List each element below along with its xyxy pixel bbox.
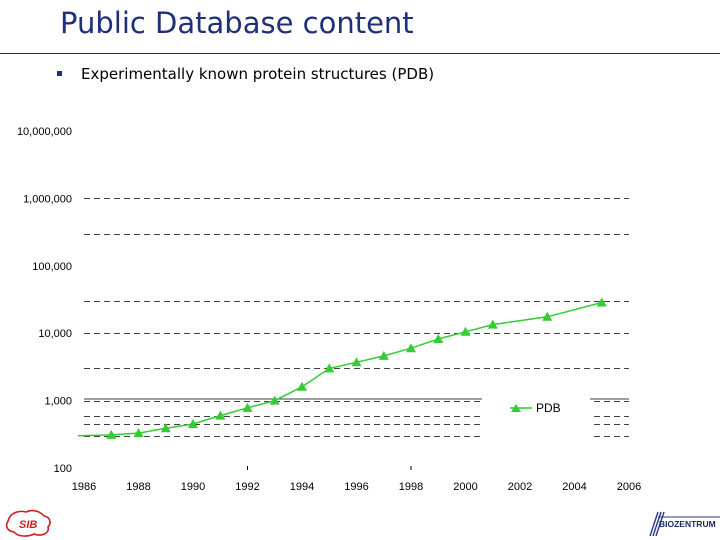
x-tick-label: 2002 bbox=[508, 481, 532, 493]
y-tick-label: 10,000 bbox=[38, 328, 72, 340]
data-point-marker bbox=[297, 381, 307, 391]
y-tick-label: 100 bbox=[54, 463, 72, 475]
sib-logo-outline bbox=[5, 509, 51, 537]
title-divider bbox=[0, 53, 720, 54]
slide-title: Public Database content bbox=[60, 6, 414, 40]
legend: PDB bbox=[482, 382, 590, 438]
data-point-marker bbox=[433, 334, 444, 343]
series-line-pdb bbox=[77, 301, 602, 437]
biozentrum-logo-mark bbox=[649, 511, 665, 537]
bullet-text: Experimentally known protein structures … bbox=[81, 65, 435, 83]
x-tick-label: 2000 bbox=[453, 481, 477, 493]
data-point-marker bbox=[215, 410, 226, 420]
y-tick-label: 1,000 bbox=[44, 396, 72, 408]
biozentrum-logo-text: BIOZENTRUM bbox=[659, 519, 716, 529]
x-tick-label: 1992 bbox=[235, 481, 259, 493]
data-point-marker bbox=[460, 326, 471, 336]
data-point-marker bbox=[106, 429, 117, 439]
data-point-marker bbox=[406, 343, 416, 353]
x-tick-label: 1990 bbox=[181, 481, 205, 493]
data-point-marker bbox=[487, 319, 498, 329]
data-point-marker bbox=[596, 297, 607, 307]
legend-label-pdb: PDB bbox=[536, 401, 561, 415]
x-tick-label: 1988 bbox=[126, 481, 150, 493]
x-tick-label: 2004 bbox=[562, 481, 586, 493]
x-tick-label: 1996 bbox=[344, 481, 368, 493]
y-axis-ticks: 10,000,000 1,000,000 100,000 10,000 1,000 100 bbox=[17, 126, 72, 475]
data-point-marker bbox=[351, 357, 362, 367]
y-tick-label: 100,000 bbox=[32, 261, 72, 273]
data-point-marker bbox=[160, 423, 171, 433]
x-tick-label: 1994 bbox=[290, 481, 314, 493]
biozentrum-logo: BIOZENTRUM bbox=[649, 511, 720, 537]
series-pdb bbox=[77, 297, 607, 439]
data-point-marker bbox=[133, 428, 144, 438]
data-point-marker bbox=[242, 402, 253, 412]
legend-marker bbox=[511, 404, 521, 412]
x-tick-label: 1986 bbox=[72, 481, 96, 493]
bullet-marker bbox=[57, 71, 62, 76]
y-tick-label: 10,000,000 bbox=[17, 126, 72, 138]
sib-logo: SIB bbox=[5, 509, 51, 537]
sib-logo-text: SIB bbox=[19, 519, 37, 531]
data-point-marker bbox=[378, 350, 389, 360]
data-point-marker bbox=[188, 419, 198, 428]
data-point-marker bbox=[324, 363, 335, 373]
data-point-marker bbox=[542, 311, 553, 321]
x-tick-label: 1998 bbox=[399, 481, 423, 493]
x-axis-ticks: 1986 1988 1990 1992 1994 1996 1998 2000 2002 2004… bbox=[72, 466, 641, 493]
data-point-marker bbox=[269, 395, 280, 405]
y-tick-label: 1,000,000 bbox=[23, 193, 72, 205]
x-tick-label: 2006 bbox=[617, 481, 641, 493]
legend-box bbox=[482, 382, 590, 438]
